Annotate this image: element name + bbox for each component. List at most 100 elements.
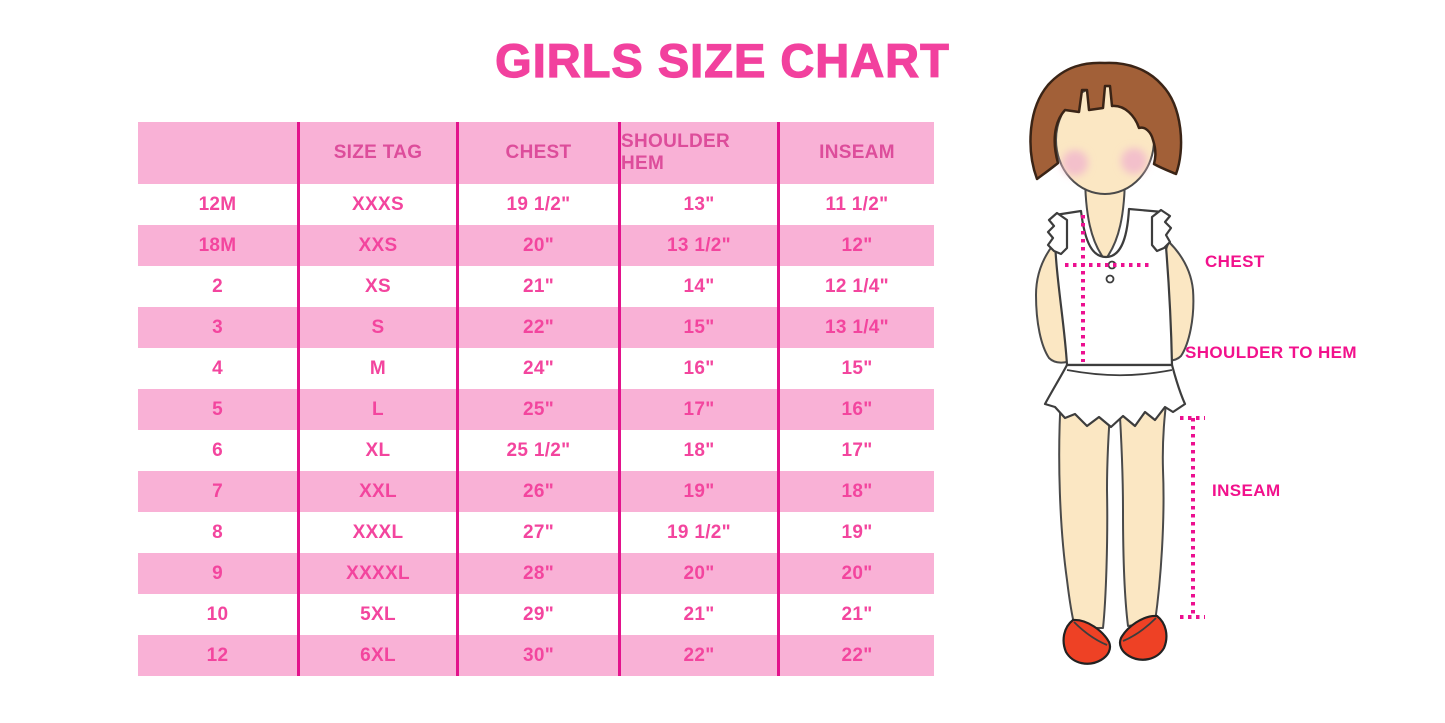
right-shoe-strap	[1122, 617, 1157, 642]
shoulder-hem-cell: 19 1/2"	[618, 512, 777, 553]
chest-label: CHEST	[1205, 252, 1265, 271]
header-cell: SHOULDER HEM	[618, 122, 777, 184]
table-row: 9 XXXXL 28" 20" 20"	[138, 553, 934, 594]
shoulder-hem-cell: 13"	[618, 184, 777, 225]
blush-left	[1062, 150, 1088, 176]
shoulder-hem-cell: 21"	[618, 594, 777, 635]
header-cell: SIZE TAG	[297, 122, 456, 184]
inseam-cell: 11 1/2"	[777, 184, 934, 225]
size-tag-cell: L	[297, 389, 456, 430]
table-row: 5 L 25" 17" 16"	[138, 389, 934, 430]
table-row: 8 XXXL 27" 19 1/2" 19"	[138, 512, 934, 553]
left-shoe	[1062, 618, 1112, 665]
right-shoulder-ruffle	[1150, 208, 1173, 253]
size-tag-cell: XXXS	[297, 184, 456, 225]
chest-cell: 22"	[456, 307, 618, 348]
inseam-cell: 15"	[777, 348, 934, 389]
hair	[1029, 61, 1183, 181]
shoulder-hem-cell: 22"	[618, 635, 777, 676]
left-shoulder-ruffle	[1046, 211, 1069, 256]
inseam-label: INSEAM	[1212, 481, 1281, 500]
left-leg	[1058, 394, 1112, 629]
inseam-cell: 20"	[777, 553, 934, 594]
waist-seam	[1066, 369, 1173, 377]
size-cell: 9	[212, 562, 223, 584]
header-cell: CHEST	[456, 122, 618, 184]
chest-cell: 25 1/2"	[456, 430, 618, 471]
blush-right	[1121, 148, 1147, 174]
chest-cell: 19 1/2"	[456, 184, 618, 225]
size-cell: 4	[212, 357, 223, 379]
table-row: 12 6XL 30" 22" 22"	[138, 635, 934, 676]
girl-illustration	[1029, 61, 1205, 665]
table-row: 12M XXXS 19 1/2" 13" 11 1/2"	[138, 184, 934, 225]
page-title: GIRLS SIZE CHART	[495, 33, 950, 87]
inseam-cell: 16"	[777, 389, 934, 430]
size-cell: 6	[212, 439, 223, 461]
size-tag-cell: XXXL	[297, 512, 456, 553]
chest-cell: 30"	[456, 635, 618, 676]
chest-cell: 24"	[456, 348, 618, 389]
inseam-cell: 21"	[777, 594, 934, 635]
table-row: 2 XS 21" 14" 12 1/4"	[138, 266, 934, 307]
chest-cell: 26"	[456, 471, 618, 512]
size-cell: 18M	[198, 234, 237, 256]
table-row: 4 M 24" 16" 15"	[138, 348, 934, 389]
shoulder-hem-cell: 20"	[618, 553, 777, 594]
inseam-cell: 18"	[777, 471, 934, 512]
chest-cell: 29"	[456, 594, 618, 635]
size-chart-table: SIZE TAG CHEST SHOULDER HEM INSEAM 12M X…	[138, 122, 934, 676]
right-leg	[1118, 394, 1168, 627]
size-cell: 8	[212, 521, 223, 543]
chest-cell: 20"	[456, 225, 618, 266]
size-cell: 12M	[198, 193, 237, 215]
shoulder-hem-cell: 19"	[618, 471, 777, 512]
table-row: 3 S 22" 15" 13 1/4"	[138, 307, 934, 348]
chest-cell: 28"	[456, 553, 618, 594]
header-cell: INSEAM	[777, 122, 934, 184]
shoulder-hem-cell: 15"	[618, 307, 777, 348]
table-header-row: SIZE TAG CHEST SHOULDER HEM INSEAM	[138, 122, 934, 184]
chest-cell: 25"	[456, 389, 618, 430]
button-bottom	[1105, 274, 1115, 284]
size-tag-cell: S	[297, 307, 456, 348]
left-shoe-strap	[1073, 621, 1108, 646]
size-tag-cell: XXL	[297, 471, 456, 512]
shoulder-hem-cell: 13 1/2"	[618, 225, 777, 266]
size-cell: 7	[212, 480, 223, 502]
size-tag-cell: XL	[297, 430, 456, 471]
table-row: 18M XXS 20" 13 1/2" 12"	[138, 225, 934, 266]
size-tag-cell: XXS	[297, 225, 456, 266]
inseam-cell: 13 1/4"	[777, 307, 934, 348]
shoulder-to-hem-label: SHOULDER TO HEM	[1185, 343, 1357, 362]
table-row: 7 XXL 26" 19" 18"	[138, 471, 934, 512]
table-row: 10 5XL 29" 21" 21"	[138, 594, 934, 635]
inseam-cell: 22"	[777, 635, 934, 676]
shoulder-hem-cell: 18"	[618, 430, 777, 471]
shoulder-hem-cell: 14"	[618, 266, 777, 307]
shoulder-hem-cell: 16"	[618, 348, 777, 389]
size-cell: 2	[212, 275, 223, 297]
inseam-cell: 19"	[777, 512, 934, 553]
header-cell	[138, 122, 297, 184]
size-cell: 3	[212, 316, 223, 338]
size-cell: 10	[206, 603, 229, 625]
size-cell: 5	[212, 398, 223, 420]
table-row: 6 XL 25 1/2" 18" 17"	[138, 430, 934, 471]
size-tag-cell: XXXXL	[297, 553, 456, 594]
size-tag-cell: M	[297, 348, 456, 389]
shoulder-hem-cell: 17"	[618, 389, 777, 430]
right-shoe	[1118, 614, 1168, 661]
inseam-cell: 17"	[777, 430, 934, 471]
skirt	[1043, 363, 1187, 429]
size-cell: 12	[206, 644, 229, 666]
inseam-cell: 12 1/4"	[777, 266, 934, 307]
size-tag-cell: XS	[297, 266, 456, 307]
size-tag-cell: 6XL	[297, 635, 456, 676]
chest-cell: 21"	[456, 266, 618, 307]
chest-cell: 27"	[456, 512, 618, 553]
inseam-cell: 12"	[777, 225, 934, 266]
inseam-measure-line	[1180, 416, 1205, 619]
size-tag-cell: 5XL	[297, 594, 456, 635]
